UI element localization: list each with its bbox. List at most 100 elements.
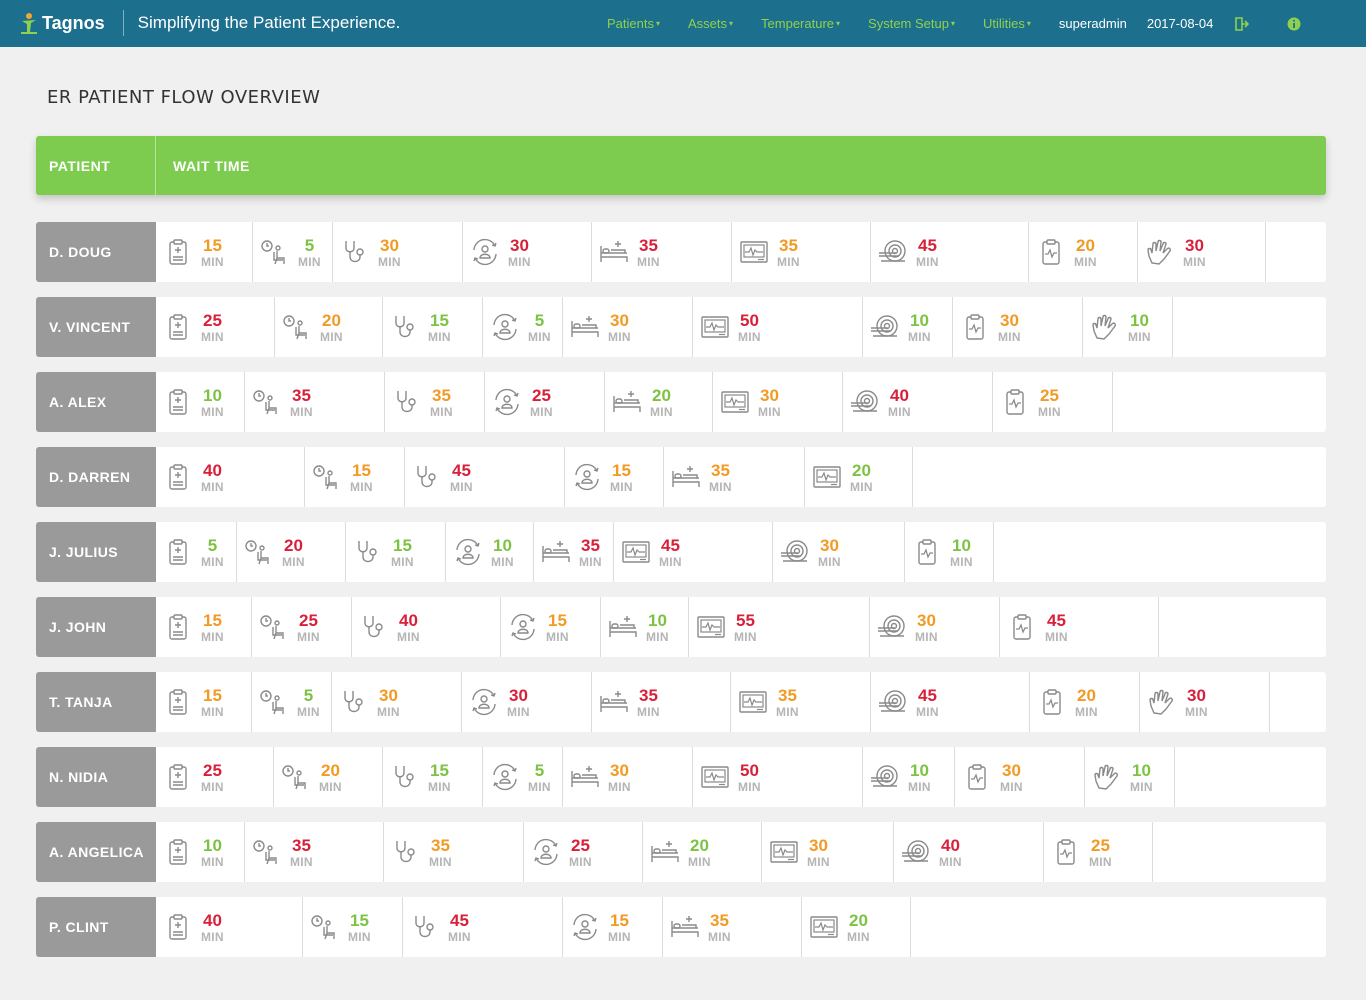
- stage-cell[interactable]: 15 MIN: [346, 522, 446, 582]
- stage-cell[interactable]: 30 MIN: [713, 372, 843, 432]
- stage-cell[interactable]: 30 MIN: [953, 297, 1083, 357]
- stage-cell[interactable]: 30 MIN: [1140, 672, 1270, 732]
- stage-cell[interactable]: 10 MIN: [863, 297, 953, 357]
- stage-cell[interactable]: 15 MIN: [156, 672, 252, 732]
- stage-cell[interactable]: 20 MIN: [274, 747, 383, 807]
- stage-cell[interactable]: 45 MIN: [1000, 597, 1159, 657]
- stage-cell[interactable]: 15 MIN: [383, 297, 483, 357]
- stage-cell[interactable]: 25 MIN: [1044, 822, 1153, 882]
- stage-cell[interactable]: 35 MIN: [384, 822, 524, 882]
- stage-cell[interactable]: 25 MIN: [156, 297, 275, 357]
- stage-cell[interactable]: 35 MIN: [245, 822, 384, 882]
- stage-cell[interactable]: 35 MIN: [385, 372, 485, 432]
- patient-name[interactable]: J. JOHN: [36, 597, 156, 657]
- patient-name[interactable]: N. NIDIA: [36, 747, 156, 807]
- stage-cell[interactable]: 40 MIN: [843, 372, 993, 432]
- stage-cell[interactable]: 25 MIN: [252, 597, 352, 657]
- stage-cell[interactable]: 35 MIN: [731, 672, 871, 732]
- stage-cell[interactable]: 45 MIN: [871, 672, 1030, 732]
- stage-cell[interactable]: 30 MIN: [563, 297, 693, 357]
- menu-utilities[interactable]: Utilities ▾: [983, 16, 1031, 31]
- stage-cell[interactable]: 15 MIN: [501, 597, 601, 657]
- menu-assets[interactable]: Assets ▾: [688, 16, 733, 31]
- stage-cell[interactable]: 20 MIN: [1030, 672, 1140, 732]
- stage-cell[interactable]: 5 MIN: [252, 672, 332, 732]
- stage-cell[interactable]: 35 MIN: [592, 222, 732, 282]
- stage-cell[interactable]: 35 MIN: [534, 522, 614, 582]
- exit-icon[interactable]: [1235, 16, 1250, 31]
- stage-cell[interactable]: 50 MIN: [693, 297, 863, 357]
- stage-cell[interactable]: 45 MIN: [871, 222, 1029, 282]
- table-row[interactable]: N. NIDIA 25 MIN 20 MIN 15 MIN 5 MIN 30 MIN 50 MIN 10 M…: [36, 747, 1326, 807]
- stage-cell[interactable]: 10 MIN: [446, 522, 534, 582]
- stage-cell[interactable]: 25 MIN: [156, 747, 274, 807]
- stage-cell[interactable]: 45 MIN: [405, 447, 565, 507]
- stage-cell[interactable]: 50 MIN: [693, 747, 863, 807]
- stage-cell[interactable]: 20 MIN: [605, 372, 713, 432]
- stage-cell[interactable]: 30 MIN: [563, 747, 693, 807]
- stage-cell[interactable]: 30 MIN: [333, 222, 463, 282]
- stage-cell[interactable]: 30 MIN: [332, 672, 462, 732]
- stage-cell[interactable]: 10 MIN: [601, 597, 689, 657]
- menu-patients[interactable]: Patients ▾: [607, 16, 660, 31]
- stage-cell[interactable]: 40 MIN: [156, 897, 303, 957]
- stage-cell[interactable]: 5 MIN: [483, 297, 563, 357]
- patient-name[interactable]: P. CLINT: [36, 897, 156, 957]
- stage-cell[interactable]: 10 MIN: [863, 747, 955, 807]
- current-user[interactable]: superadmin: [1058, 16, 1127, 31]
- stage-cell[interactable]: 30 MIN: [463, 222, 592, 282]
- patient-name[interactable]: A. ALEX: [36, 372, 156, 432]
- stage-cell[interactable]: 10 MIN: [1083, 297, 1173, 357]
- logo[interactable]: Tagnos Simplifying the Patient Experienc…: [20, 10, 400, 36]
- stage-cell[interactable]: 5 MIN: [253, 222, 333, 282]
- menu-system-setup[interactable]: System Setup ▾: [868, 16, 955, 31]
- stage-cell[interactable]: 10 MIN: [156, 822, 245, 882]
- table-row[interactable]: J. JOHN 15 MIN 25 MIN 40 MIN 15 MIN 10 MIN 55 MIN 30 M…: [36, 597, 1326, 657]
- table-row[interactable]: A. ALEX 10 MIN 35 MIN 35 MIN 25 MIN 20 MIN 30 MIN 40 M…: [36, 372, 1326, 432]
- patient-name[interactable]: D. DARREN: [36, 447, 156, 507]
- table-row[interactable]: J. JULIUS 5 MIN 20 MIN 15 MIN 10 MIN 35 MIN 45 MIN 30…: [36, 522, 1326, 582]
- stage-cell[interactable]: 30 MIN: [762, 822, 894, 882]
- stage-cell[interactable]: 35 MIN: [245, 372, 385, 432]
- menu-temperature[interactable]: Temperature ▾: [761, 16, 840, 31]
- table-row[interactable]: V. VINCENT 25 MIN 20 MIN 15 MIN 5 MIN 30 MIN 50 MIN 1…: [36, 297, 1326, 357]
- table-row[interactable]: D. DOUG 15 MIN 5 MIN 30 MIN 30 MIN 35 MIN 35 MIN 45 MI…: [36, 222, 1326, 282]
- stage-cell[interactable]: 45 MIN: [614, 522, 773, 582]
- stage-cell[interactable]: 40 MIN: [894, 822, 1044, 882]
- info-icon[interactable]: [1287, 17, 1301, 31]
- stage-cell[interactable]: 15 MIN: [305, 447, 405, 507]
- stage-cell[interactable]: 20 MIN: [275, 297, 383, 357]
- stage-cell[interactable]: 40 MIN: [352, 597, 501, 657]
- stage-cell[interactable]: 15 MIN: [156, 222, 253, 282]
- stage-cell[interactable]: 20 MIN: [1029, 222, 1138, 282]
- stage-cell[interactable]: 25 MIN: [524, 822, 643, 882]
- stage-cell[interactable]: 25 MIN: [485, 372, 605, 432]
- stage-cell[interactable]: 30 MIN: [955, 747, 1085, 807]
- patient-name[interactable]: V. VINCENT: [36, 297, 156, 357]
- stage-cell[interactable]: 35 MIN: [592, 672, 731, 732]
- patient-name[interactable]: T. TANJA: [36, 672, 156, 732]
- stage-cell[interactable]: 15 MIN: [565, 447, 664, 507]
- stage-cell[interactable]: 35 MIN: [663, 897, 802, 957]
- patient-name[interactable]: A. ANGELICA: [36, 822, 156, 882]
- stage-cell[interactable]: 10 MIN: [156, 372, 245, 432]
- table-row[interactable]: D. DARREN 40 MIN 15 MIN 45 MIN 15 MIN 35 MIN 20 MIN: [36, 447, 1326, 507]
- stage-cell[interactable]: 15 MIN: [303, 897, 403, 957]
- stage-cell[interactable]: 30 MIN: [1138, 222, 1266, 282]
- stage-cell[interactable]: 55 MIN: [689, 597, 870, 657]
- stage-cell[interactable]: 15 MIN: [563, 897, 663, 957]
- patient-name[interactable]: J. JULIUS: [36, 522, 156, 582]
- patient-name[interactable]: D. DOUG: [36, 222, 156, 282]
- stage-cell[interactable]: 40 MIN: [156, 447, 305, 507]
- stage-cell[interactable]: 30 MIN: [870, 597, 1000, 657]
- stage-cell[interactable]: 20 MIN: [805, 447, 913, 507]
- stage-cell[interactable]: 30 MIN: [773, 522, 905, 582]
- table-row[interactable]: A. ANGELICA 10 MIN 35 MIN 35 MIN 25 MIN 20 MIN 30 MI…: [36, 822, 1326, 882]
- table-row[interactable]: P. CLINT 40 MIN 15 MIN 45 MIN 15 MIN 35 MIN 20 MIN: [36, 897, 1326, 957]
- stage-cell[interactable]: 20 MIN: [802, 897, 911, 957]
- stage-cell[interactable]: 25 MIN: [993, 372, 1113, 432]
- stage-cell[interactable]: 5 MIN: [483, 747, 563, 807]
- stage-cell[interactable]: 20 MIN: [643, 822, 762, 882]
- stage-cell[interactable]: 30 MIN: [462, 672, 592, 732]
- stage-cell[interactable]: 5 MIN: [156, 522, 237, 582]
